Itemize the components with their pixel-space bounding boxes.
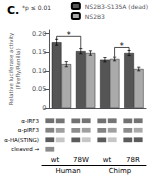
svg-text:wt: wt: [103, 156, 112, 164]
svg-text:78R: 78R: [126, 156, 140, 164]
svg-text:Human: Human: [55, 167, 80, 175]
svg-text:Relative luciferase activity: Relative luciferase activity: [8, 32, 15, 106]
svg-text:(Firefly/Renilla): (Firefly/Renilla): [15, 48, 22, 89]
svg-text:NS2B3: NS2B3: [85, 13, 105, 20]
svg-text:0.10: 0.10: [32, 67, 46, 75]
svg-text:*: *: [67, 31, 71, 40]
svg-text:C.: C.: [7, 4, 19, 17]
svg-text:0: 0: [42, 104, 46, 112]
svg-text:cleaved →: cleaved →: [11, 146, 39, 152]
svg-text:wt: wt: [51, 156, 60, 164]
svg-text:*p ≤ 0.01: *p ≤ 0.01: [22, 4, 51, 12]
svg-text:α-pIRF3: α-pIRF3: [18, 127, 40, 134]
svg-text:Chimp: Chimp: [109, 167, 132, 175]
svg-text:α-HA(STING): α-HA(STING): [4, 137, 39, 143]
svg-text:0.05: 0.05: [32, 85, 46, 93]
svg-text:0.20: 0.20: [32, 30, 46, 38]
svg-text:NS2B3-S135A (dead): NS2B3-S135A (dead): [85, 3, 148, 10]
svg-text:α-IRF3: α-IRF3: [21, 118, 39, 124]
svg-text:*: *: [120, 42, 124, 51]
svg-text:0.15: 0.15: [32, 48, 46, 56]
svg-text:78W: 78W: [73, 156, 89, 164]
